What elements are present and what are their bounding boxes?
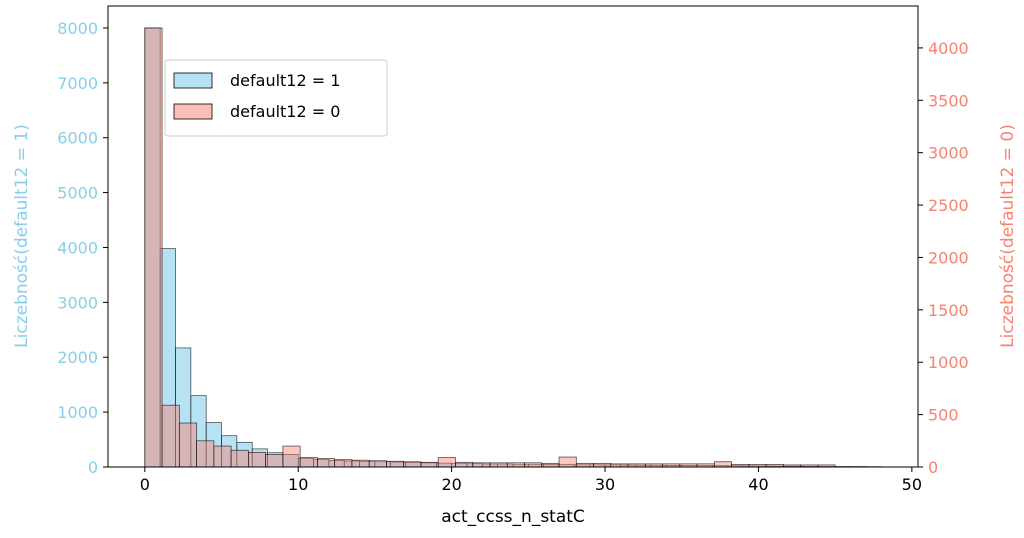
y-right-tick-label: 1000 — [928, 353, 969, 372]
bar — [351, 459, 370, 468]
x-tick-label: 0 — [140, 475, 150, 494]
bar — [558, 456, 577, 468]
bar — [230, 449, 249, 468]
bar — [178, 422, 197, 468]
y-right-tick-label: 1500 — [928, 301, 969, 320]
legend-box — [164, 59, 388, 137]
x-tick-label: 50 — [902, 475, 922, 494]
bar — [420, 461, 439, 468]
bar — [713, 461, 732, 468]
y-left-tick-label: 4000 — [57, 238, 98, 257]
y-axis-left-label: Liczebność(default12 = 1) — [12, 124, 32, 348]
legend-label-default12-1: default12 = 1 — [230, 71, 340, 90]
bar — [437, 457, 456, 468]
bar — [248, 451, 266, 468]
x-tick-label: 10 — [288, 475, 308, 494]
bar — [541, 462, 560, 468]
y-left-tick-label: 2000 — [57, 348, 98, 367]
y-right-tick-label: 3000 — [928, 144, 969, 163]
y-left-tick-label: 3000 — [57, 293, 98, 312]
bar — [403, 461, 422, 468]
bar — [506, 462, 525, 468]
y-right-tick-label: 0 — [928, 458, 938, 477]
x-tick-label: 30 — [595, 475, 615, 494]
y-axis-left-ticks: 0 1000 2000 3000 4000 5000 6000 7000 8000 — [57, 19, 108, 477]
y-right-tick-label: 2500 — [928, 196, 969, 215]
y-left-tick-label: 8000 — [57, 19, 98, 38]
bar — [593, 462, 612, 468]
bar — [455, 461, 474, 468]
bar — [386, 460, 405, 468]
bar — [161, 404, 180, 468]
legend-label-default12-0: default12 = 0 — [230, 102, 340, 121]
bar — [265, 454, 284, 468]
bar — [299, 457, 318, 468]
legend-swatch-default12-1 — [173, 72, 213, 89]
bar — [575, 462, 594, 468]
y-right-tick-label: 4000 — [928, 39, 969, 58]
y-left-tick-label: 7000 — [57, 74, 98, 93]
bar — [196, 440, 215, 468]
bar — [489, 462, 508, 468]
bar — [282, 445, 301, 468]
plot-frame — [107, 5, 919, 468]
y-left-tick-label: 6000 — [57, 129, 98, 148]
bar — [334, 459, 353, 468]
bar — [213, 445, 232, 468]
legend-swatch-default12-0 — [173, 103, 213, 120]
y-axis-right-label: Liczebność(default12 = 0) — [998, 124, 1018, 348]
bar — [144, 27, 163, 468]
legend: default12 = 1 default12 = 0 — [164, 59, 388, 137]
x-axis-ticks: 0 10 20 30 40 50 — [140, 467, 922, 494]
y-right-tick-label: 3500 — [928, 91, 969, 110]
y-axis-right-ticks: 0 500 1000 1500 2000 2500 3000 3500 4000 — [918, 39, 969, 477]
y-left-tick-label: 0 — [88, 458, 98, 477]
x-tick-label: 40 — [748, 475, 768, 494]
bar — [317, 458, 336, 468]
x-tick-label: 20 — [441, 475, 461, 494]
y-left-tick-label: 1000 — [57, 403, 98, 422]
y-right-tick-label: 500 — [928, 406, 959, 425]
bar — [472, 462, 491, 468]
bars-default12-0 — [144, 27, 836, 468]
bar — [368, 460, 387, 468]
bars-default12-1 — [144, 27, 882, 468]
bar — [524, 462, 543, 468]
x-axis-label: act_ccss_n_statC — [441, 507, 585, 527]
y-right-tick-label: 2000 — [928, 248, 969, 267]
y-left-tick-label: 5000 — [57, 184, 98, 203]
